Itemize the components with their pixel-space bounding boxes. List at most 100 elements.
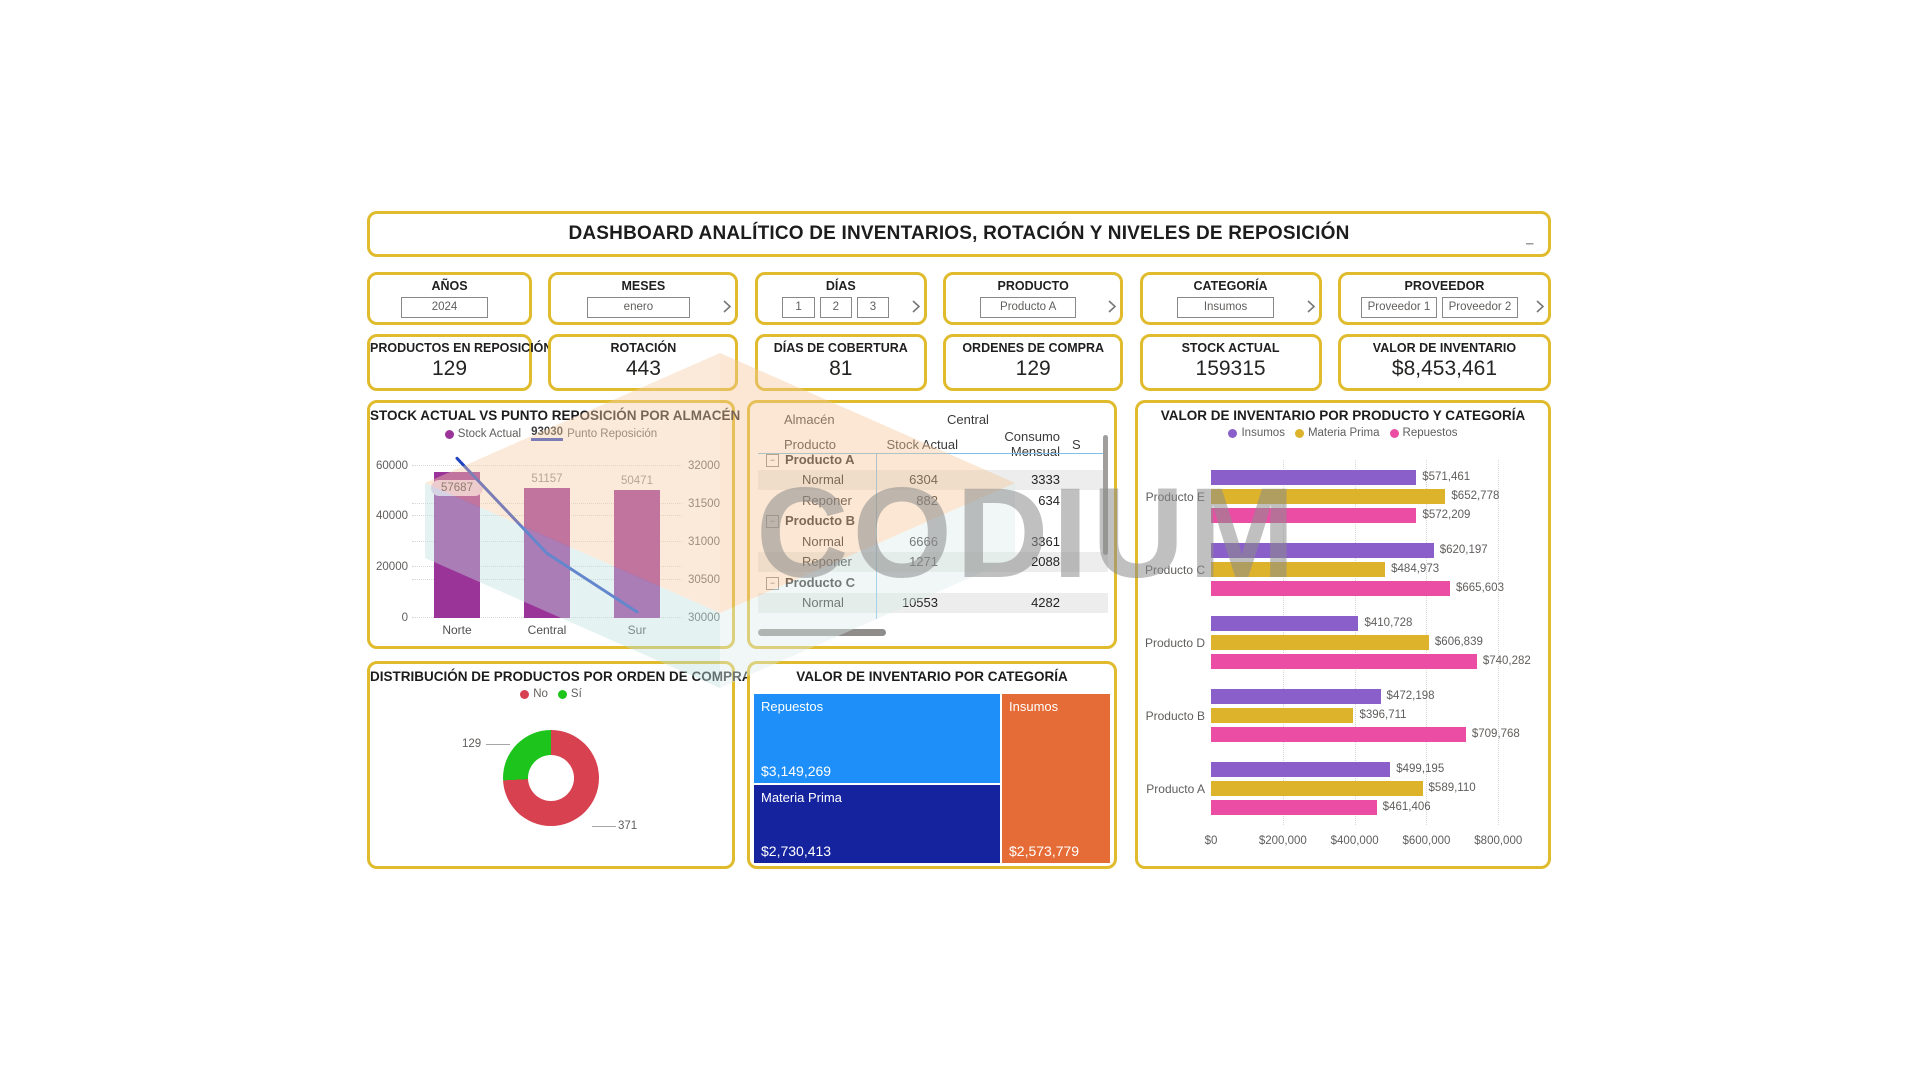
matrix-row-label: Normal xyxy=(802,472,844,488)
value-bar[interactable] xyxy=(1211,562,1386,577)
value-bar[interactable] xyxy=(1211,781,1423,796)
value-bar[interactable] xyxy=(1211,654,1477,669)
kpi-card: DÍAS DE COBERTURA 81 xyxy=(754,334,927,391)
x-axis-tick-label: $800,000 xyxy=(1474,835,1523,847)
value-bar[interactable] xyxy=(1211,800,1377,815)
chevron-right-icon[interactable] xyxy=(1306,298,1316,320)
matrix-row-label: Normal xyxy=(802,595,844,611)
slicer-controls: Insumos xyxy=(1143,297,1319,318)
table-row[interactable]: Normal 6666 3361 xyxy=(758,531,1108,552)
matrix-value-cell: 3361 xyxy=(1031,533,1060,549)
table-row[interactable]: Reponer 882 634 xyxy=(758,490,1108,511)
legend-item-stock-actual[interactable]: Stock Actual xyxy=(444,428,521,440)
matrix-value-cell: 882 xyxy=(916,492,938,508)
vertical-scrollbar[interactable] xyxy=(1103,435,1108,555)
orden-compra-donut-chart: DISTRIBUCIÓN DE PRODUCTOS POR ORDEN DE C… xyxy=(367,661,752,869)
value-chart-plot: $0 $200,000 $400,000 $600,000 $800,000 Produc… xyxy=(1145,460,1531,847)
value-bar[interactable] xyxy=(1211,543,1434,558)
table-row[interactable]: − Producto C xyxy=(758,572,1108,593)
matrix-column-header: Stock Actual xyxy=(886,436,958,452)
slicer-value-button[interactable]: 3 xyxy=(856,297,890,318)
expand-collapse-icon[interactable]: − xyxy=(766,515,779,529)
value-bar[interactable] xyxy=(1211,508,1417,523)
slicer-value-button[interactable]: Proveedor 1 xyxy=(1360,297,1437,318)
legend-item-si[interactable]: Sí xyxy=(557,688,582,700)
x-axis-tick-label: $400,000 xyxy=(1330,835,1379,847)
kpi-value: 443 xyxy=(625,357,661,380)
value-bar[interactable] xyxy=(1211,762,1391,777)
table-row[interactable]: − Producto A xyxy=(758,449,1108,470)
matrix-row-label: Reponer xyxy=(802,492,852,508)
legend-item-repuestos[interactable]: Repuestos xyxy=(1389,427,1458,439)
donut-callouts: 129 371 xyxy=(370,664,732,866)
value-bar[interactable] xyxy=(1211,581,1450,596)
slicer-value-button[interactable]: Producto A xyxy=(980,297,1077,318)
value-bar[interactable] xyxy=(1211,689,1381,704)
chevron-right-icon[interactable] xyxy=(1535,298,1545,320)
bar-value-label: $652,778 xyxy=(1451,490,1500,502)
slicer-value-button[interactable]: Proveedor 2 xyxy=(1441,297,1518,318)
slicer-value-button[interactable]: 1 xyxy=(782,297,815,318)
slicer-value-button[interactable]: 2 xyxy=(819,297,852,318)
table-row[interactable]: Normal 10553 4282 xyxy=(758,592,1108,613)
matrix-value-cell: 1271 xyxy=(909,554,938,570)
kpi-card: VALOR DE INVENTARIO $8,453,461 xyxy=(1337,334,1551,391)
dashboard-title-card: DASHBOARD ANALÍTICO DE INVENTARIOS, ROTA… xyxy=(367,211,1551,257)
treemap-tile-insumos[interactable]: Insumos $2,573,779 xyxy=(1002,694,1110,863)
slicer-label: PROVEEDOR xyxy=(1404,279,1485,293)
treemap-tile-materia-prima[interactable]: Materia Prima $2,730,413 xyxy=(754,785,1000,863)
punto-reposicion-line[interactable] xyxy=(412,453,682,618)
table-row[interactable]: Normal 6304 3333 xyxy=(758,469,1108,490)
value-bar[interactable] xyxy=(1211,635,1429,650)
matrix-row-label-cell: Normal xyxy=(758,595,876,610)
callout-line xyxy=(592,826,616,827)
table-row[interactable]: − Producto B xyxy=(758,511,1108,532)
kpi-value: 129 xyxy=(431,357,468,380)
table-row[interactable]: Reponer 1271 2088 xyxy=(758,551,1108,572)
legend-item-insumos[interactable]: Insumos xyxy=(1228,427,1285,439)
y-axis-tick-left: 40000 xyxy=(376,510,408,523)
expand-collapse-icon[interactable]: − xyxy=(766,453,779,467)
chevron-right-icon[interactable] xyxy=(1107,298,1117,320)
page-title: DASHBOARD ANALÍTICO DE INVENTARIOS, ROTA… xyxy=(568,223,1350,244)
kpi-label: DÍAS DE COBERTURA xyxy=(773,341,908,355)
legend-item-materia-prima[interactable]: Materia Prima xyxy=(1294,427,1380,439)
slicer-value-button[interactable]: 2024 xyxy=(401,297,488,318)
stock-bar[interactable] xyxy=(434,471,480,618)
kpi-card: ORDENES DE COMPRA 129 xyxy=(943,334,1124,391)
y-axis-tick-left: 60000 xyxy=(376,459,408,472)
kpi-label: PRODUCTOS EN REPOSICIÓN xyxy=(370,341,553,355)
value-bar[interactable] xyxy=(1211,489,1446,504)
stock-bar[interactable] xyxy=(614,489,660,618)
treemap-tile-label: Repuestos xyxy=(761,699,824,714)
slicer-controls: Producto A xyxy=(946,297,1120,318)
matrix-value-cell: 10553 xyxy=(901,595,938,611)
value-bar[interactable] xyxy=(1211,470,1417,485)
legend-item-punto-reposicion[interactable]: 93030 Punto Reposición xyxy=(531,426,657,441)
matrix-row-label: Normal xyxy=(802,533,844,549)
legend-item-no[interactable]: No xyxy=(520,688,548,700)
slicer-value-button[interactable]: enero xyxy=(587,297,690,318)
kpi-value: 159315 xyxy=(1195,357,1266,380)
chevron-right-icon[interactable] xyxy=(722,298,732,320)
expand-collapse-icon[interactable]: − xyxy=(766,576,779,590)
legend-dot xyxy=(1228,428,1238,438)
value-bar[interactable] xyxy=(1211,616,1359,631)
value-bar[interactable] xyxy=(1211,708,1354,723)
treemap-tile-value: $2,730,413 xyxy=(761,843,832,859)
matrix-column-header: Producto xyxy=(784,436,837,452)
legend-text: Insumos xyxy=(1241,427,1285,439)
matrix-value-cell: 6666 xyxy=(909,533,938,549)
slicer-categoría: CATEGORÍA Insumos xyxy=(1139,272,1322,325)
legend-dot xyxy=(557,689,567,699)
matrix-group-header-row: Almacén Central xyxy=(758,409,1108,429)
chevron-right-icon[interactable] xyxy=(911,298,921,320)
value-bar[interactable] xyxy=(1211,727,1466,742)
slicer-value-button[interactable]: Insumos xyxy=(1176,297,1275,318)
treemap-tile-repuestos[interactable]: Repuestos $3,149,269 xyxy=(754,694,1000,783)
slicer-controls: enero xyxy=(551,297,735,318)
kpi-card: STOCK ACTUAL 159315 xyxy=(1139,334,1322,391)
horizontal-scrollbar[interactable] xyxy=(758,629,886,636)
x-axis-tick-label: $600,000 xyxy=(1402,835,1451,847)
stock-chart-plot: 0 20000 40000 60000 30000 30500 31000 31500 3200… xyxy=(376,453,720,637)
